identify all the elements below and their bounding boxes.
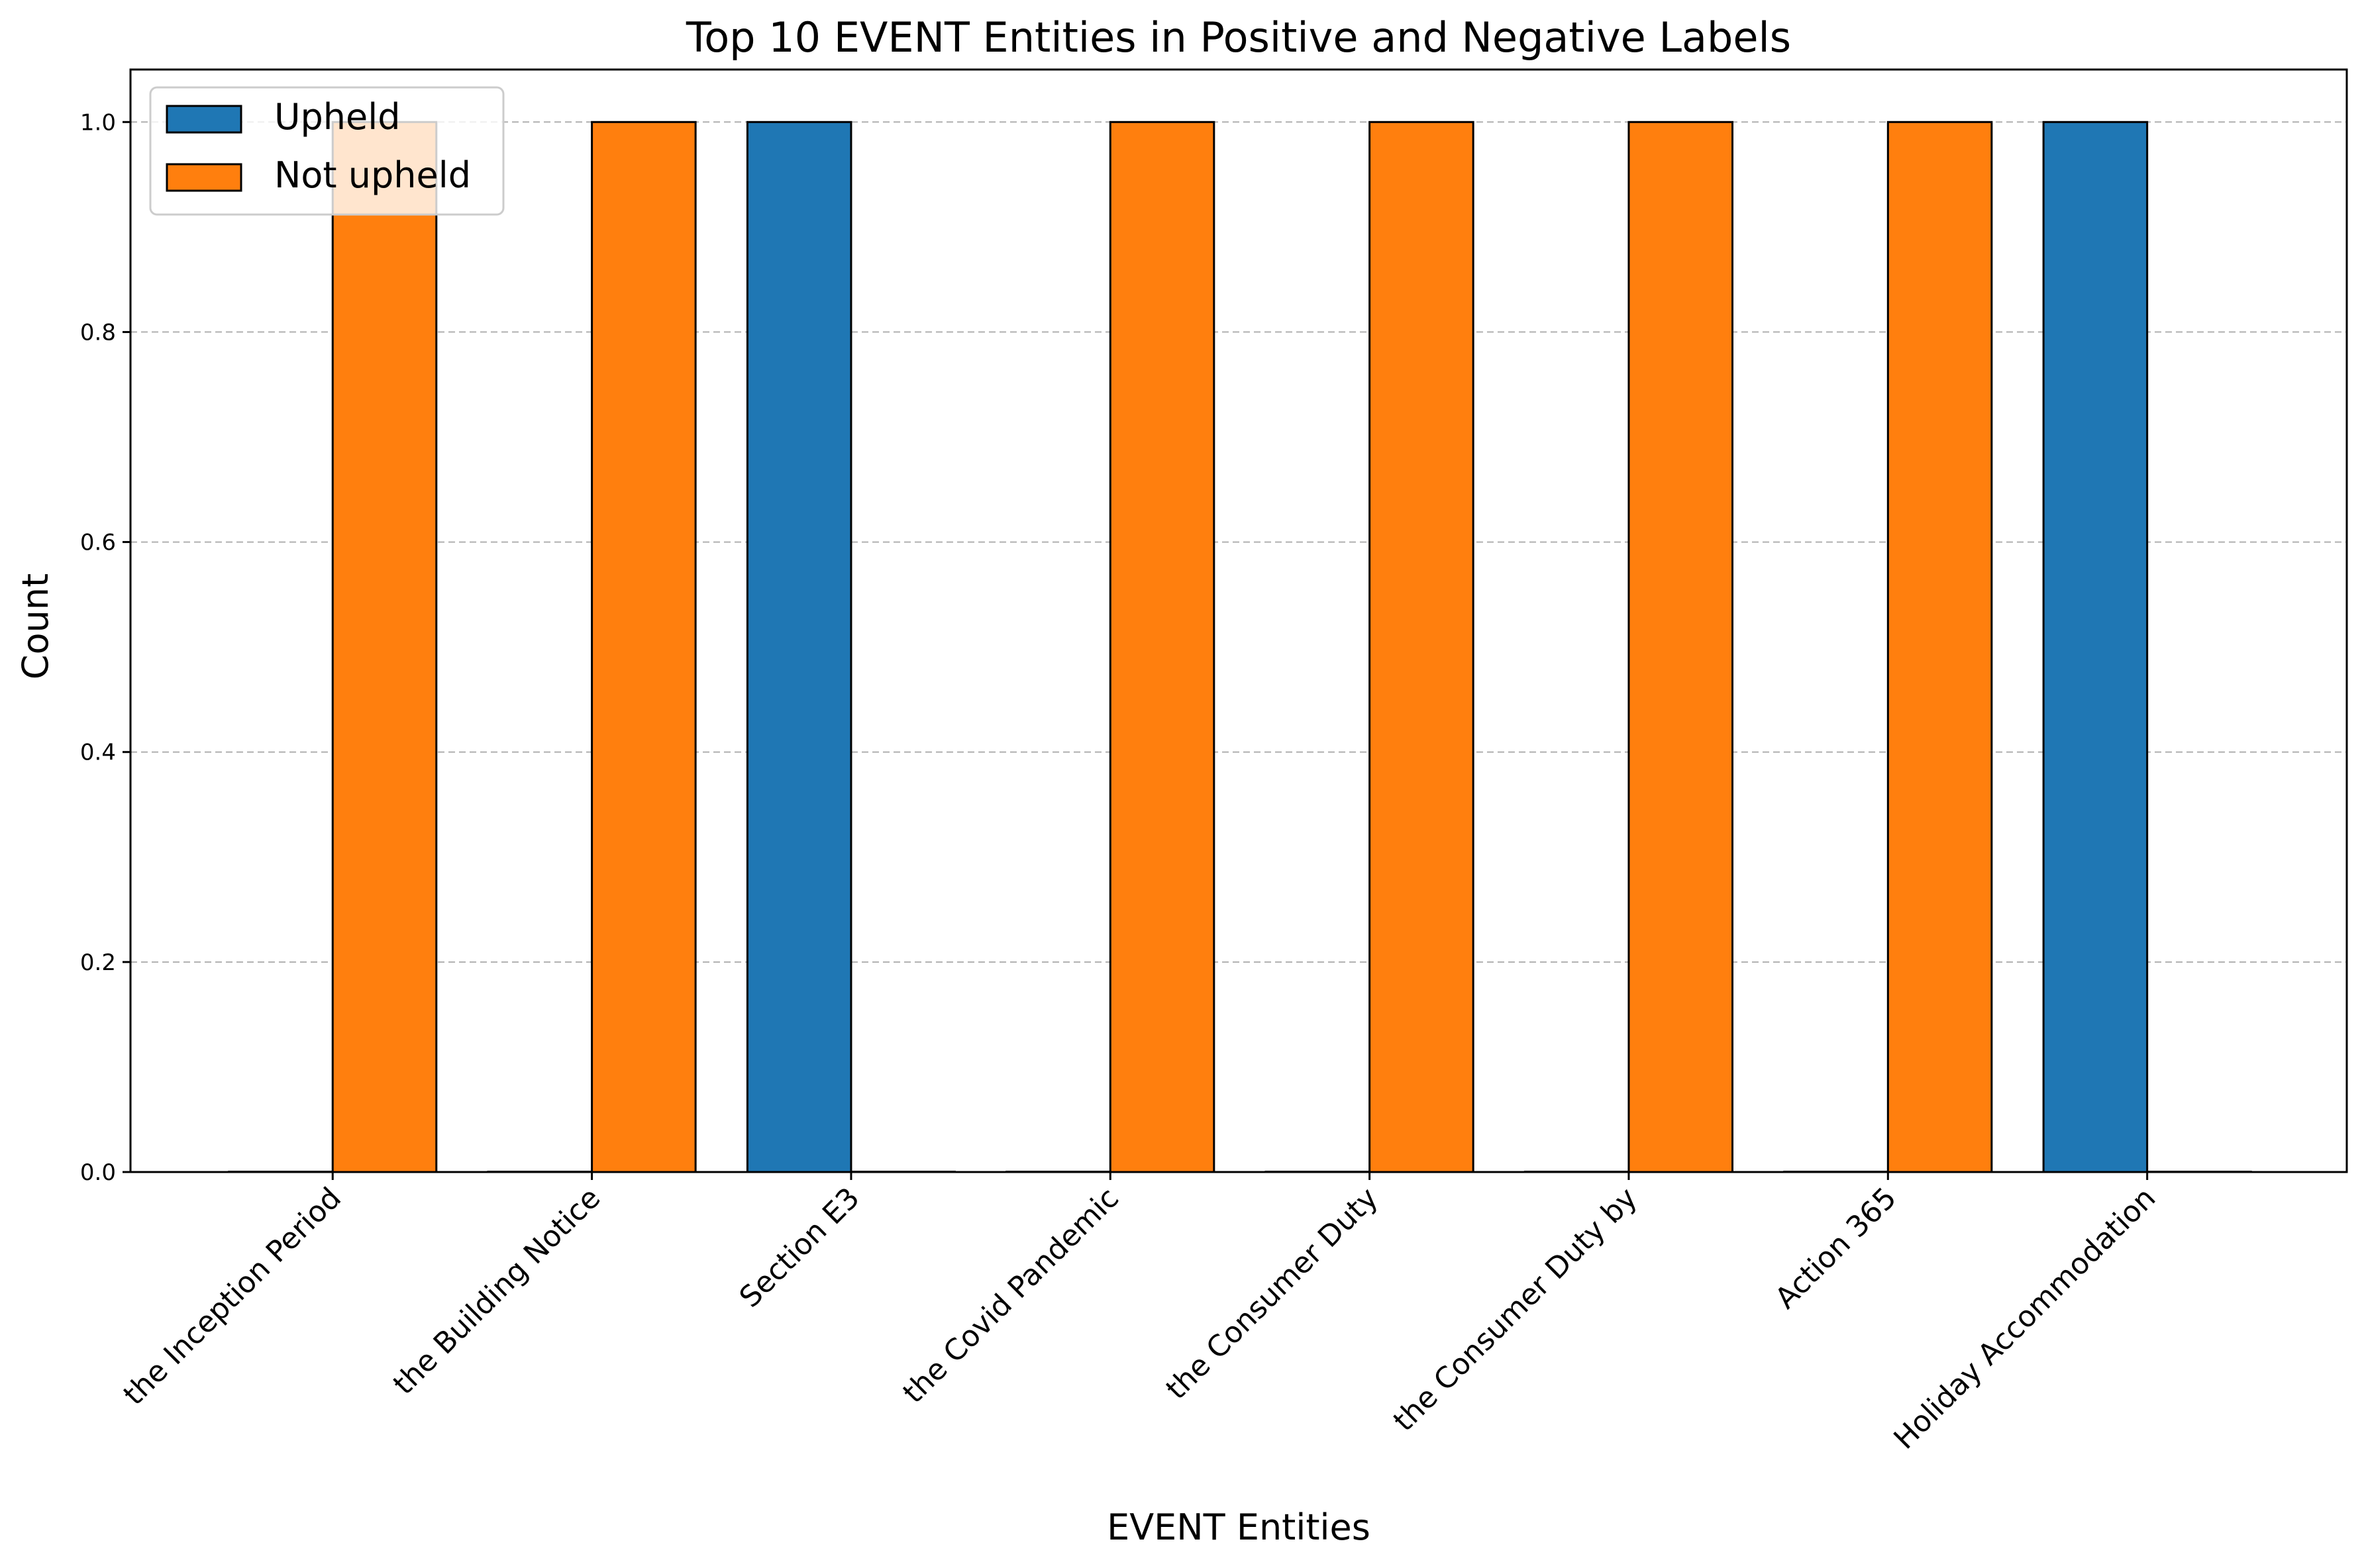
- grid-lines: [130, 121, 2347, 1173]
- y-axis-ticks: 0.0 0.2 0.4 0.6 0.8 1.0: [80, 109, 130, 1186]
- x-tick-label: Action 365: [1769, 1181, 1903, 1316]
- bar: [1109, 121, 1215, 1173]
- bar: [1368, 121, 1474, 1173]
- bars: [228, 121, 2252, 1173]
- y-tick-label: 0.2: [80, 950, 116, 976]
- bar: [746, 121, 852, 1173]
- x-tick-label: the Consumer Duty: [1160, 1181, 1385, 1406]
- x-tick-label: the Covid Pandemic: [896, 1181, 1125, 1410]
- x-axis-label: EVENT Entities: [1107, 1506, 1370, 1548]
- x-tick-label: Holiday Accommodation: [1887, 1181, 2162, 1456]
- y-tick-label: 0.4: [80, 740, 116, 766]
- x-tick-label: Section E3: [733, 1181, 866, 1314]
- bar: [2042, 121, 2149, 1173]
- y-tick-label: 0.8: [80, 319, 116, 346]
- legend: Upheld Not upheld: [149, 86, 505, 216]
- legend-swatch: [166, 163, 242, 192]
- chart-title: Top 10 EVENT Entities in Positive and Ne…: [686, 13, 1791, 62]
- plot-frame: [129, 68, 2348, 1173]
- legend-swatch: [166, 105, 242, 134]
- x-tick-label: the Building Notice: [387, 1181, 607, 1402]
- y-tick-label: 1.0: [80, 109, 116, 136]
- bar: [1886, 121, 1993, 1173]
- bar: [331, 121, 438, 1173]
- x-tick-label: the Inception Period: [117, 1181, 348, 1412]
- bar: [1627, 121, 1734, 1173]
- x-axis-ticks: the Inception Period the Building Notice S…: [117, 1172, 2162, 1456]
- y-tick-label: 0.6: [80, 530, 116, 556]
- x-tick-label: the Consumer Duty by: [1387, 1181, 1644, 1438]
- y-axis-label: Count: [15, 573, 56, 679]
- y-tick-label: 0.0: [80, 1159, 116, 1186]
- legend-label: Not upheld: [274, 154, 471, 196]
- axes: [129, 68, 2348, 1173]
- legend-label: Upheld: [274, 96, 401, 138]
- bar: [591, 121, 697, 1173]
